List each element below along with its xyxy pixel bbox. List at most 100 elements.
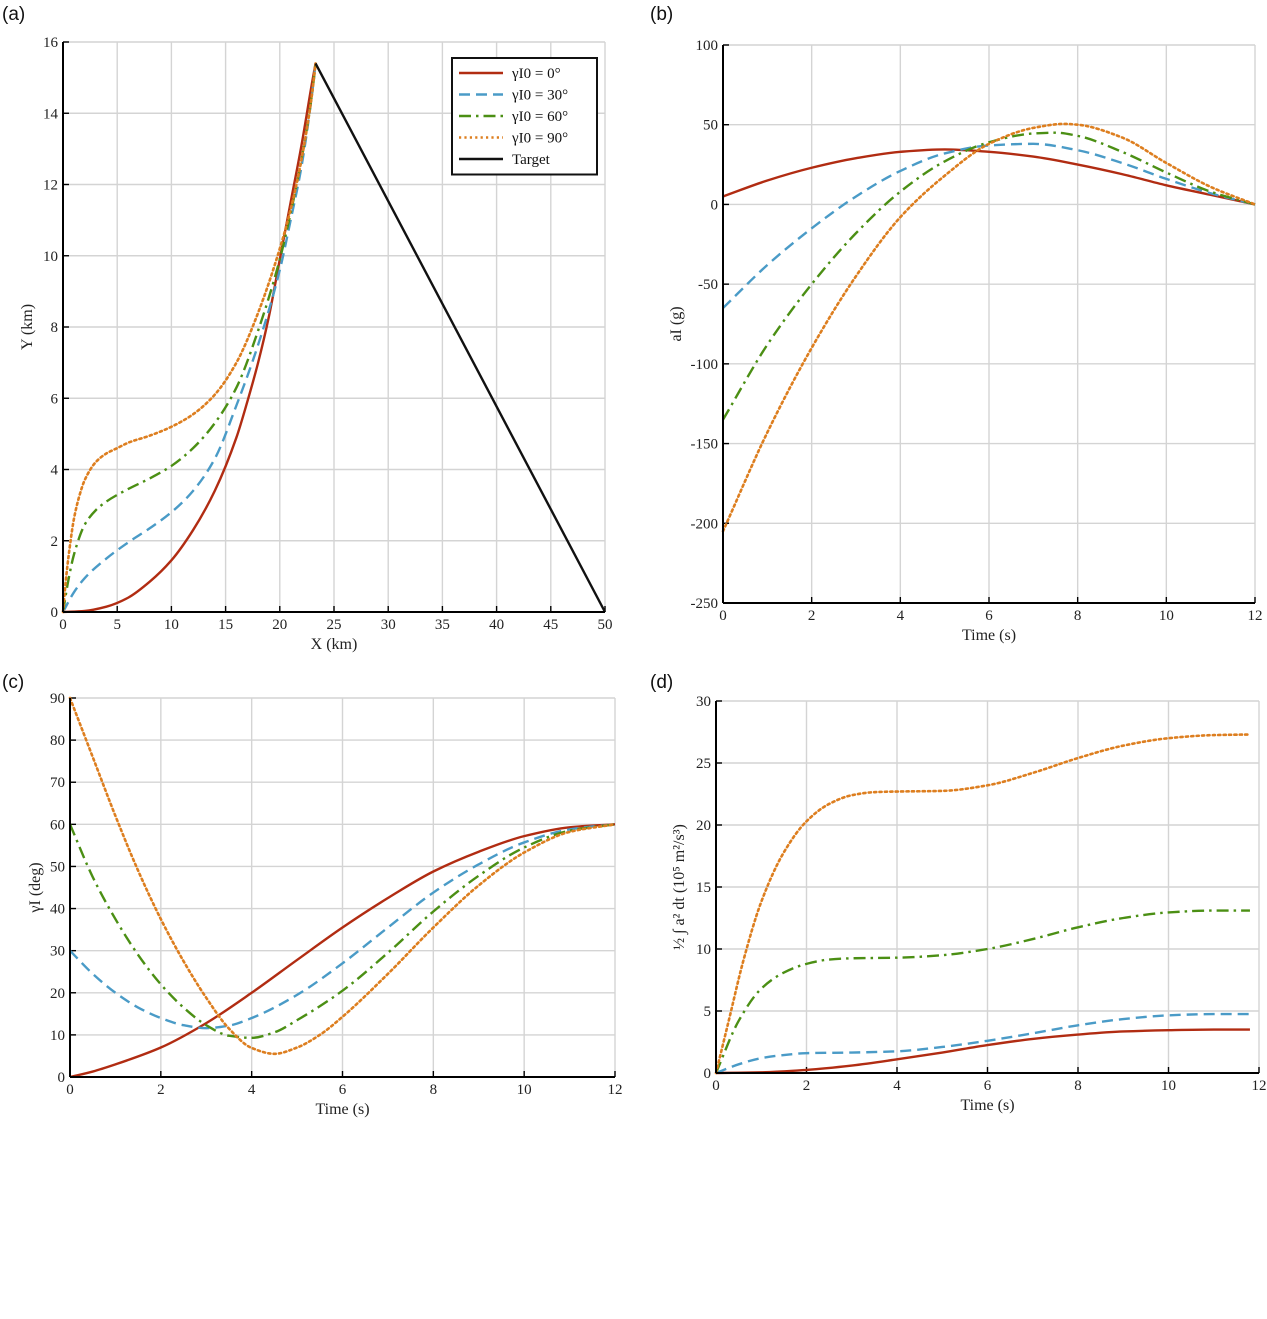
legend-label: γI0 = 0° — [511, 66, 561, 82]
y-tick-label: 80 — [50, 733, 65, 749]
x-tick-label: 8 — [1074, 1078, 1082, 1094]
y-tick-label: 5 — [704, 1004, 712, 1020]
panel-c-series-2 — [68, 823, 616, 1040]
x-tick-label: 12 — [1252, 1078, 1267, 1094]
legend-label: γI0 = 30° — [511, 88, 568, 104]
panel-c-series-3 — [68, 696, 617, 1056]
y-tick-label: 12 — [43, 178, 58, 194]
panel-a-series-3 — [61, 62, 317, 614]
y-axis-label: ½ ∫ a² dt (10⁵ m²/s³) — [671, 824, 689, 950]
x-tick-label: 10 — [1161, 1078, 1176, 1094]
y-tick-label: 0 — [58, 1070, 66, 1086]
panel-b-series-2 — [721, 131, 1256, 421]
x-tick-label: 12 — [608, 1082, 623, 1098]
x-tick-label: 2 — [808, 608, 816, 624]
panel-a-label: (a) — [2, 4, 25, 25]
panel-b-series-0 — [722, 148, 1256, 206]
y-tick-label: -250 — [691, 596, 719, 612]
panel-d-series-2 — [714, 909, 1250, 1074]
y-tick-label: 30 — [696, 694, 711, 710]
panel-d-series-3 — [714, 733, 1252, 1075]
legend-label: γI0 = 90° — [511, 131, 568, 147]
y-tick-label: 90 — [50, 691, 65, 707]
y-tick-label: 2 — [51, 534, 59, 550]
panel-a-series-4 — [314, 62, 607, 613]
y-tick-label: 50 — [50, 859, 65, 875]
y-tick-label: 8 — [51, 320, 59, 336]
panel-a-series-0 — [62, 63, 317, 614]
y-tick-label: 20 — [696, 818, 711, 834]
panel-c-series-1 — [69, 823, 616, 1030]
y-tick-label: 30 — [50, 944, 65, 960]
x-tick-label: 5 — [113, 617, 121, 633]
x-tick-label: 12 — [1248, 608, 1263, 624]
panel-c: (c) 0 2 4 6 8 10 12 0 10 20 30 40 50 60 70 80 90 Time (s)… — [2, 672, 623, 1118]
x-tick-label: 25 — [327, 617, 342, 633]
y-tick-label: 6 — [51, 391, 59, 407]
panel-c-series-0 — [69, 823, 616, 1079]
y-tick-label: -100 — [691, 357, 719, 373]
x-tick-label: 4 — [897, 608, 905, 624]
x-axis-label: Time (s) — [962, 627, 1016, 644]
y-tick-label: 50 — [703, 118, 718, 134]
panel-b-series-1 — [722, 142, 1256, 309]
panel-a-series-1 — [61, 63, 317, 613]
legend: γI0 = 0° γI0 = 30° γI0 = 60° γI0 = 90° Targe… — [451, 57, 598, 176]
panel-c-label: (c) — [2, 672, 24, 693]
y-tick-label: 10 — [50, 1028, 65, 1044]
y-tick-label: -150 — [691, 437, 719, 453]
x-tick-label: 20 — [272, 617, 287, 633]
x-axis-label: Time (s) — [960, 1097, 1014, 1114]
panel-d-series-0 — [715, 1028, 1250, 1075]
y-tick-label: 16 — [43, 35, 59, 51]
panel-b-series-3 — [721, 122, 1257, 533]
x-tick-label: 10 — [1159, 608, 1174, 624]
x-tick-label: 0 — [59, 617, 67, 633]
y-tick-label: -200 — [691, 516, 719, 532]
y-tick-label: 0 — [711, 197, 719, 213]
y-axis-label: Y (km) — [19, 304, 36, 350]
y-tick-label: 0 — [704, 1066, 712, 1082]
x-tick-label: 0 — [66, 1082, 74, 1098]
x-tick-label: 10 — [517, 1082, 532, 1098]
x-tick-label: 45 — [543, 617, 558, 633]
x-tick-label: 2 — [803, 1078, 811, 1094]
y-tick-label: 100 — [696, 38, 719, 54]
x-tick-label: 35 — [435, 617, 450, 633]
x-tick-label: 30 — [381, 617, 396, 633]
panel-b-label: (b) — [650, 4, 673, 25]
y-tick-label: 20 — [50, 986, 65, 1002]
panel-d-series-1 — [715, 1012, 1250, 1075]
y-tick-label: 60 — [50, 817, 65, 833]
y-tick-label: 15 — [696, 880, 711, 896]
legend-label: γI0 = 60° — [511, 109, 568, 125]
y-tick-label: 14 — [43, 106, 59, 122]
panel-d-label: (d) — [650, 672, 673, 693]
x-tick-label: 4 — [893, 1078, 901, 1094]
x-axis-label: Time (s) — [315, 1101, 369, 1118]
panel-a-series-2 — [61, 63, 317, 613]
x-tick-label: 6 — [339, 1082, 347, 1098]
x-tick-label: 0 — [712, 1078, 720, 1094]
y-axis-label: γI (deg) — [27, 862, 44, 913]
x-tick-label: 0 — [719, 608, 727, 624]
x-tick-label: 50 — [598, 617, 613, 633]
y-tick-label: 4 — [51, 463, 59, 479]
panel-b: (b) 0 2 4 6 8 10 12 -250 -200 -150 -100 -50 0 50 100 Ti… — [650, 4, 1263, 644]
x-tick-label: 6 — [984, 1078, 992, 1094]
y-tick-label: 10 — [696, 942, 711, 958]
x-tick-label: 2 — [157, 1082, 165, 1098]
y-tick-label: 25 — [696, 756, 711, 772]
panel-a: (a) 0 5 10 15 20 25 30 35 40 45 50 0 2 4 6 8 10 12 14 16 X (… — [2, 4, 613, 653]
y-axis-label: aI (g) — [668, 306, 685, 341]
y-tick-label: 10 — [43, 249, 58, 265]
x-tick-label: 40 — [489, 617, 504, 633]
y-tick-label: 40 — [50, 902, 65, 918]
x-tick-label: 4 — [248, 1082, 256, 1098]
x-tick-label: 8 — [1074, 608, 1082, 624]
x-tick-label: 8 — [430, 1082, 438, 1098]
x-tick-label: 15 — [218, 617, 233, 633]
y-tick-label: -50 — [698, 277, 718, 293]
y-tick-label: 0 — [51, 605, 59, 621]
